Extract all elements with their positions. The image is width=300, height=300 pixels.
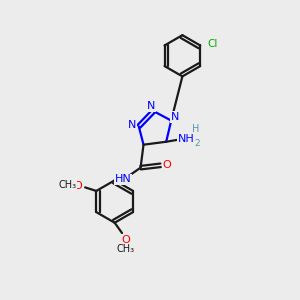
Text: 2: 2 (194, 139, 200, 148)
Text: O: O (74, 181, 82, 190)
Text: CH₃: CH₃ (58, 180, 76, 190)
Text: O: O (163, 160, 172, 170)
Text: NH: NH (178, 134, 194, 144)
Text: H: H (192, 124, 199, 134)
Text: CH₃: CH₃ (117, 244, 135, 254)
Text: Cl: Cl (207, 39, 218, 49)
Text: HN: HN (115, 174, 131, 184)
Text: O: O (122, 235, 130, 245)
Text: N: N (170, 112, 179, 122)
Text: N: N (147, 101, 155, 111)
Text: N: N (128, 120, 136, 130)
